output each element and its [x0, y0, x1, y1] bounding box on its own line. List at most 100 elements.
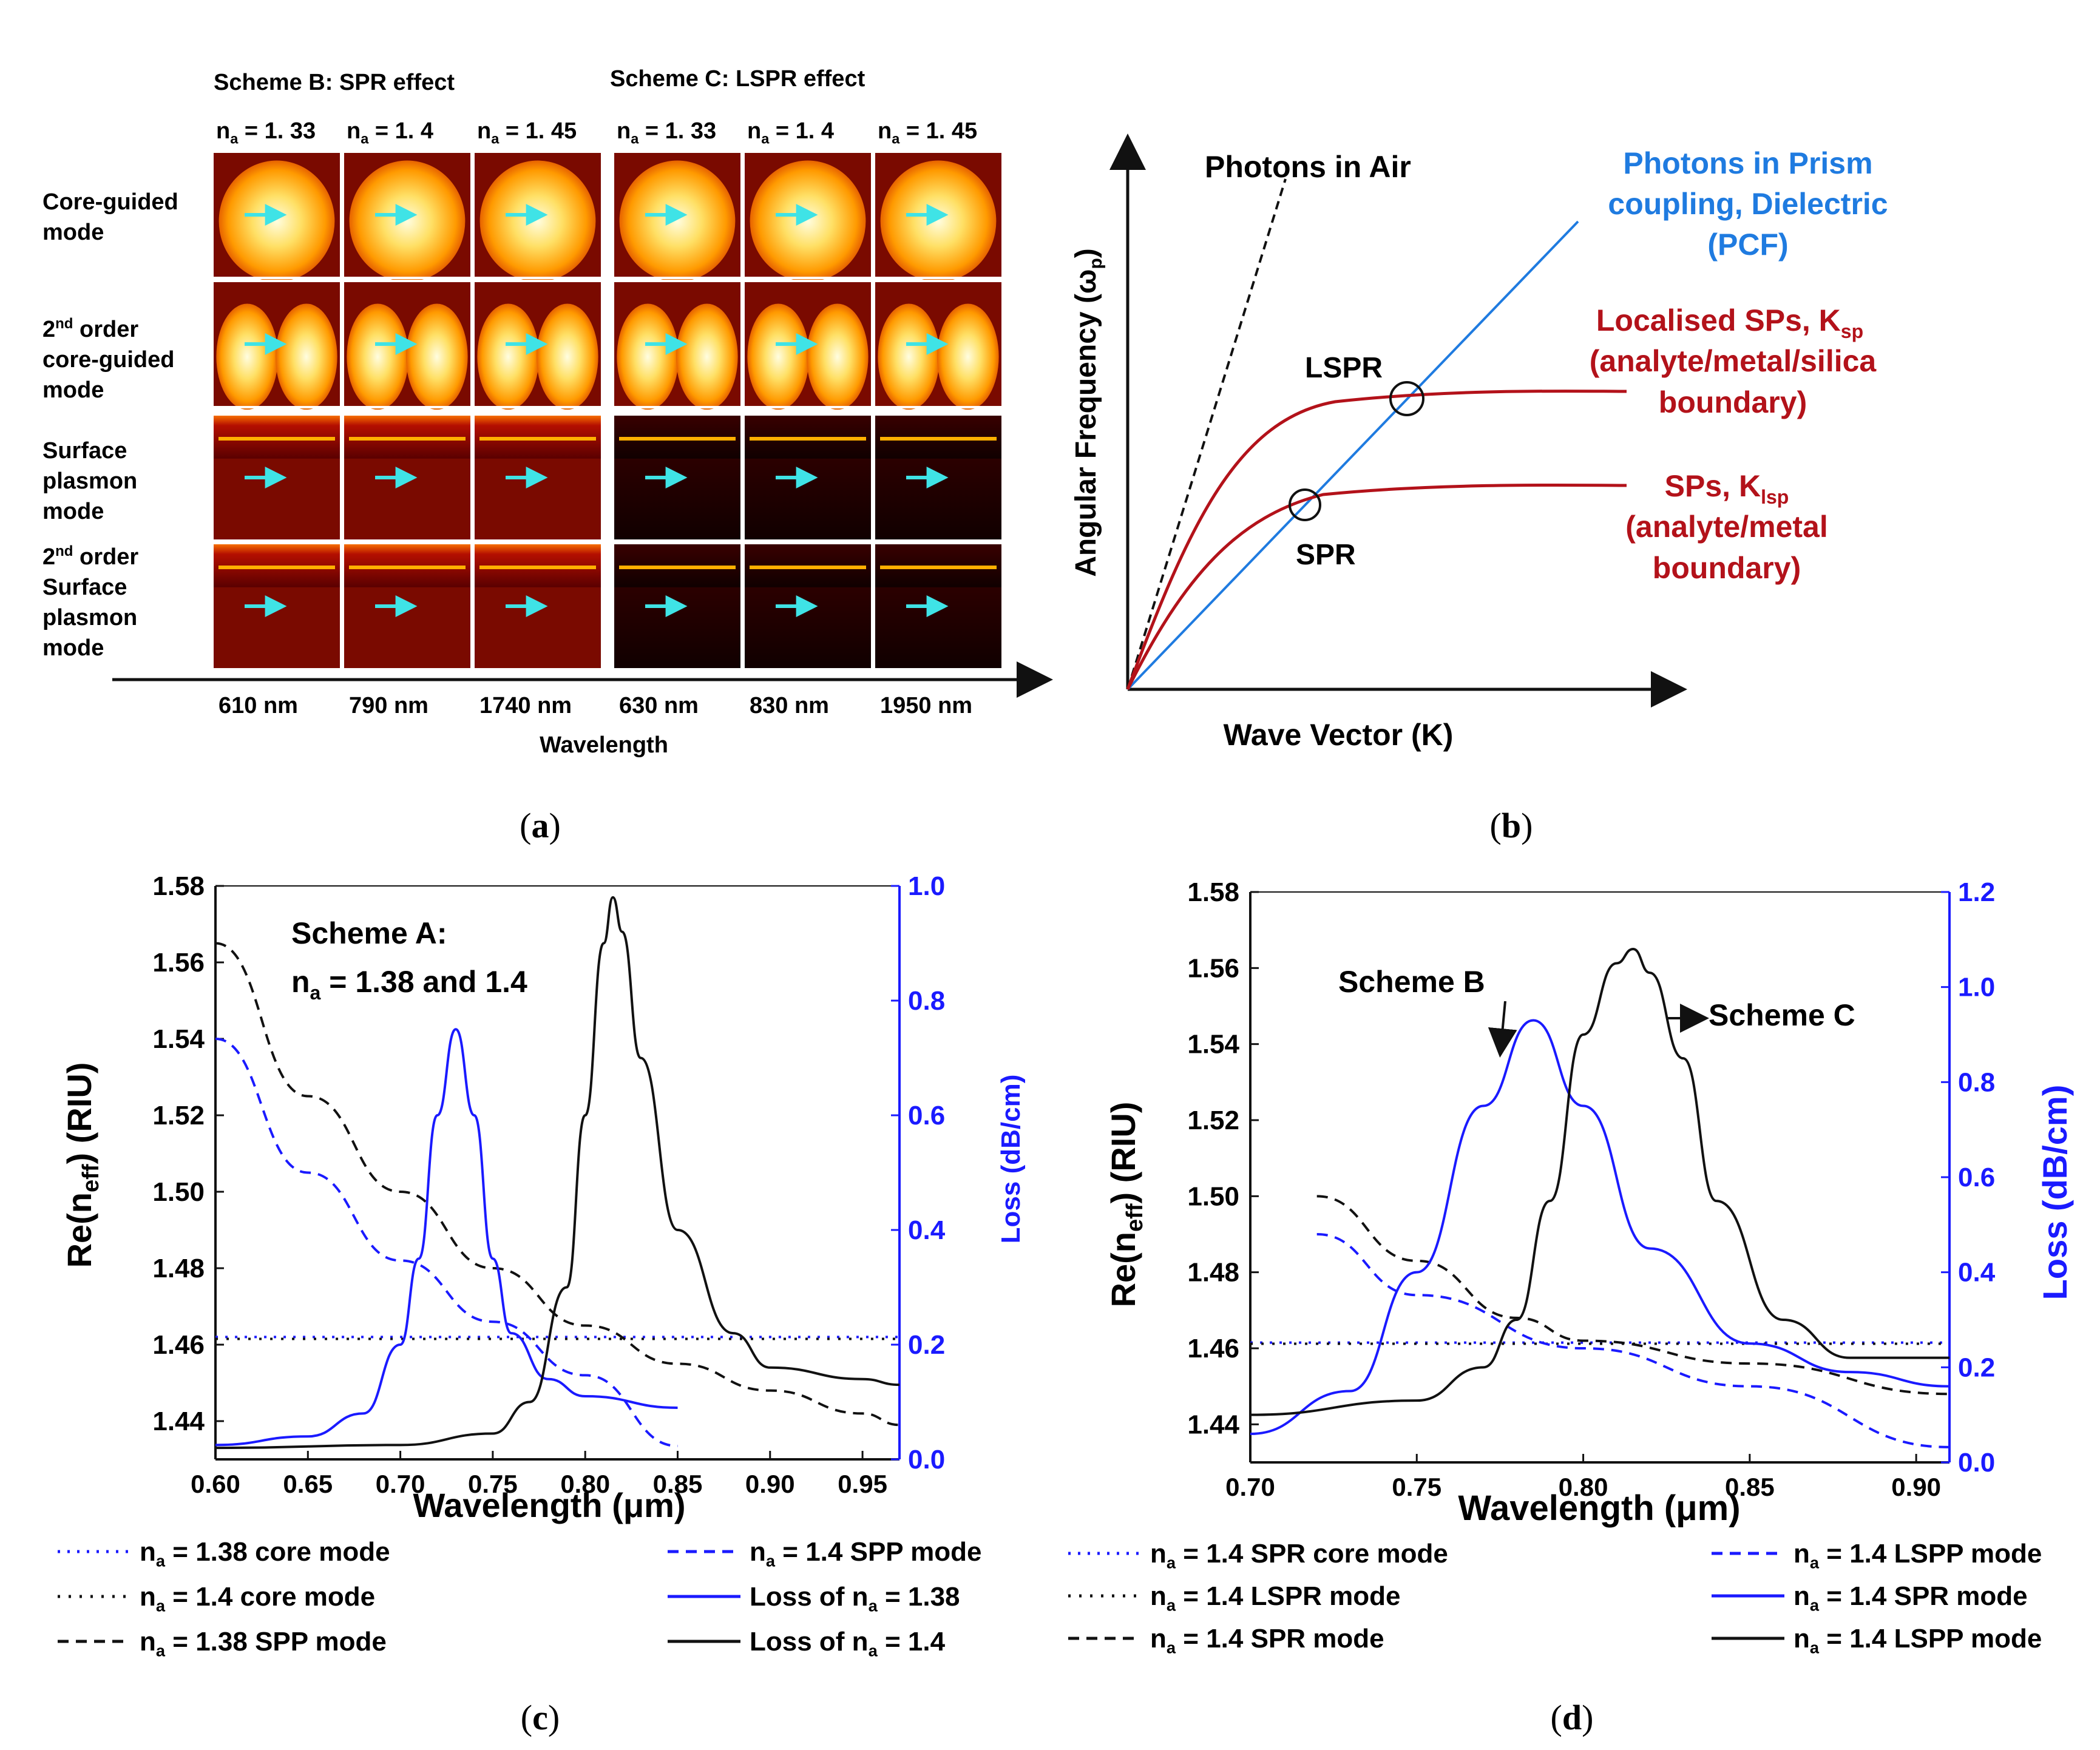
row-label: mode: [42, 499, 104, 524]
legend-entry-sub: a: [869, 1596, 878, 1615]
x-tick-label: 0.90: [745, 1470, 795, 1498]
y2-tick-label: 0.8: [908, 986, 945, 1016]
surface-field: [473, 414, 602, 459]
sp-boundary-2: boundary): [1653, 551, 1801, 585]
y2-tick-label: 1.2: [1958, 877, 1995, 907]
panel-b-ylabel: Angular Frequency (ωp): [1070, 248, 1106, 577]
legend-entry: na = 1.4 core mode: [140, 1582, 375, 1615]
surface-field: [613, 543, 742, 587]
row-label: mode: [42, 635, 104, 661]
legend-entry: na = 1.38 SPP mode: [140, 1627, 387, 1660]
localised-sp-label: Localised SPs, Ksp: [1596, 303, 1863, 342]
row-label: mode: [42, 220, 104, 245]
y2-tick-label: 0.2: [908, 1330, 945, 1360]
na-label-main: n: [347, 118, 361, 144]
x-tick-label: 0.90: [1891, 1473, 1941, 1501]
na-label-main: n: [216, 118, 230, 144]
na-label-tail: = 1. 4: [769, 118, 834, 144]
y-tick-label: 1.48: [1187, 1258, 1239, 1288]
legend-entry-main: Loss of n: [750, 1627, 869, 1657]
field-lobe: [937, 303, 999, 410]
y2-tick-label: 1.0: [1958, 973, 1995, 1002]
legend-entry: na = 1.4 SPP mode: [750, 1537, 981, 1570]
legend-entry: na = 1.38 core mode: [140, 1537, 390, 1570]
row-label: mode: [42, 377, 104, 403]
y2-tick-label: 0.4: [908, 1215, 946, 1245]
x-tick-label: 0.70: [1225, 1473, 1275, 1501]
surface-field: [874, 543, 1003, 587]
row-label: Core-guided: [42, 189, 178, 215]
field-lobe: [676, 303, 738, 410]
row-label: core-guided: [42, 347, 174, 373]
legend-entry-sub: a: [1167, 1553, 1176, 1572]
y-tick-label: 1.50: [1187, 1181, 1239, 1211]
na-label-sub: a: [491, 130, 500, 146]
y-tick-label: 1.58: [152, 871, 205, 901]
legend-entry: na = 1.4 SPR mode: [1150, 1624, 1384, 1657]
localised-sp-boundary-2: boundary): [1659, 385, 1807, 419]
field-lobe: [347, 303, 408, 410]
row-label-sup: nd: [55, 316, 73, 332]
y-tick-label: 1.54: [152, 1024, 205, 1054]
y-tick-label: 1.56: [1187, 953, 1239, 983]
y-tick-label: 1.52: [1187, 1106, 1239, 1135]
na-label-main: n: [878, 118, 892, 144]
legend-entry-main: n: [1150, 1539, 1167, 1569]
na-label: na = 1. 33: [617, 118, 716, 146]
panel-c-legend: na = 1.38 core mode na = 1.4 core mode na …: [58, 1537, 981, 1660]
y-tick-label: 1.58: [1187, 877, 1239, 907]
field-lobe: [747, 303, 809, 410]
legend-entry-sub: a: [156, 1552, 166, 1570]
legend-entry-sub: a: [1810, 1596, 1820, 1615]
x-tick-label: 0.65: [283, 1470, 333, 1498]
wavelength-label: 610 nm: [218, 693, 298, 718]
series-line: [215, 1029, 677, 1445]
row-label-sup: nd: [55, 543, 73, 559]
legend-entry-tail: = 1.4 LSPR mode: [1176, 1581, 1400, 1611]
legend-entry-main: n: [750, 1537, 766, 1567]
series-line: [215, 1039, 677, 1446]
field-lobe: [750, 161, 866, 282]
localised-sp-curve: [1128, 391, 1627, 689]
na-label-tail: = 1. 4: [368, 118, 433, 144]
scheme-c-annotation: Scheme C: [1709, 998, 1855, 1032]
y-tick-label: 1.50: [152, 1177, 205, 1207]
legend-entry-main: n: [1793, 1624, 1810, 1654]
panel-c-xlabel: Wavelength (μm): [413, 1486, 685, 1524]
prism-label-1: Photons in Prism: [1623, 146, 1872, 180]
prism-label-2: coupling, Dielectric: [1608, 187, 1888, 221]
y2-tick-label: 0.4: [1958, 1258, 1996, 1288]
y-tick-label: 1.44: [1187, 1410, 1239, 1439]
photons-in-air-label: Photons in Air: [1205, 150, 1411, 184]
surface-field: [212, 543, 341, 587]
localised-sp-boundary-1: (analyte/metal/silica: [1590, 344, 1877, 378]
prism-label-3: (PCF): [1707, 228, 1788, 262]
legend-entry-tail: = 1.38 SPP mode: [165, 1627, 387, 1657]
field-lobe: [617, 303, 679, 410]
panel-c-y2label: Loss (dB/cm): [996, 1075, 1026, 1244]
surface-field: [613, 414, 742, 459]
legend-entry-main: n: [140, 1582, 156, 1612]
na-label: na = 1. 4: [747, 118, 834, 146]
legend-entry: na = 1.4 LSPP mode: [1793, 1624, 2042, 1657]
field-lobe: [878, 303, 940, 410]
photons-in-prism-line: [1128, 221, 1578, 689]
na-label-main: n: [617, 118, 631, 144]
field-lobe: [881, 161, 997, 282]
row-label-tail: order: [73, 317, 138, 342]
field-lobe: [216, 303, 278, 410]
y2-tick-label: 0.6: [1958, 1163, 1995, 1192]
na-label-tail: = 1. 45: [499, 118, 577, 144]
panel-a-xlabel: Wavelength: [540, 732, 668, 758]
field-lobe: [537, 303, 598, 410]
series-line: [215, 944, 899, 1425]
legend-entry-sub: a: [156, 1641, 166, 1660]
series-line: [1250, 1021, 1949, 1434]
legend-entry-tail: = 1.38: [878, 1582, 960, 1612]
legend-entry-main: n: [1793, 1581, 1810, 1611]
series-line: [1317, 1234, 1949, 1447]
field-lobe: [276, 303, 337, 410]
lspr-label: LSPR: [1305, 352, 1383, 384]
row-label-main: 2: [42, 544, 55, 570]
